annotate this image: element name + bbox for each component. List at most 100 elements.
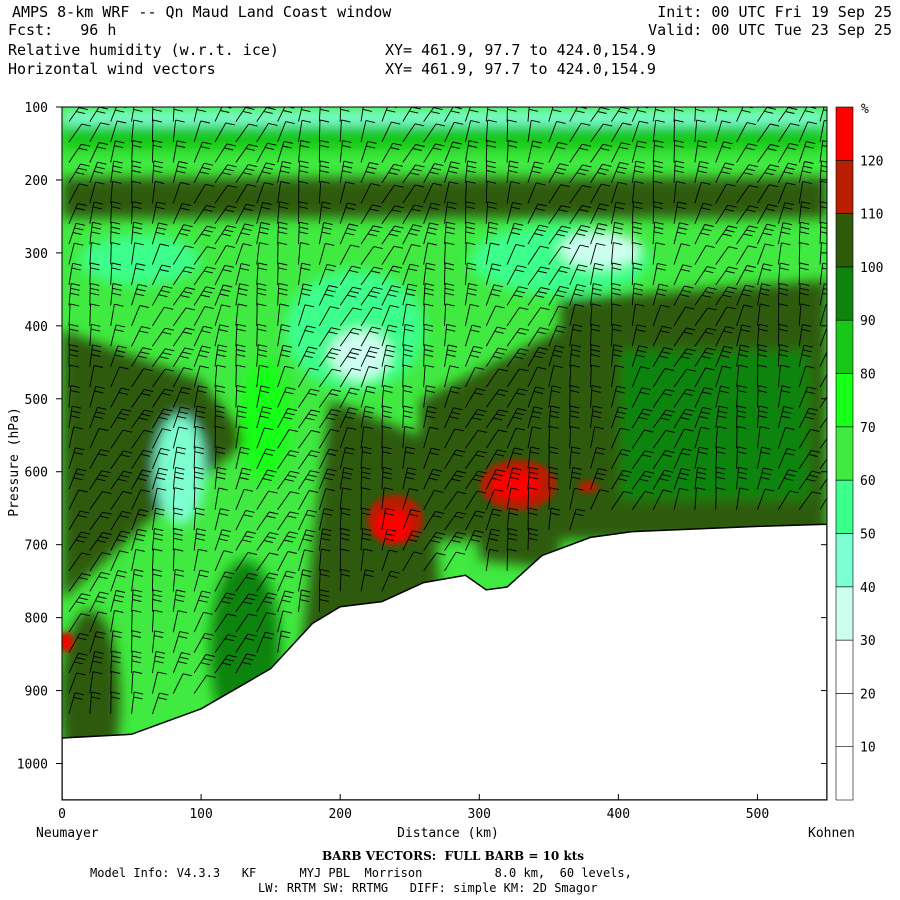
wind-barb — [89, 162, 98, 184]
wind-barb — [444, 242, 446, 265]
wind-barb — [777, 469, 789, 490]
wind-barb-flag — [157, 671, 167, 675]
wind-barb-flag — [326, 417, 336, 421]
wind-barb — [402, 184, 416, 204]
wind-barb — [214, 205, 228, 224]
wind-barb-flag — [686, 388, 696, 392]
wind-barb-flag — [769, 164, 779, 168]
wind-barb — [89, 344, 93, 367]
wind-barb-flag — [179, 232, 189, 236]
wind-barb-flag — [581, 205, 592, 208]
wind-barb-flag — [550, 405, 560, 409]
wind-barb — [131, 201, 133, 224]
wind-barb-flag — [767, 148, 777, 151]
wind-barb-flag — [457, 491, 467, 495]
wind-barb-flag — [79, 183, 89, 187]
wind-barb-flag — [674, 144, 684, 148]
wind-barb — [798, 450, 812, 470]
wind-barb-flag — [434, 489, 444, 493]
wind-barb-flag — [113, 160, 123, 164]
wind-barb-flag — [618, 146, 629, 150]
wind-barb — [527, 120, 532, 143]
wind-barb-flag — [498, 389, 509, 393]
wind-barb — [485, 120, 489, 143]
wind-barb — [256, 552, 270, 572]
wind-barb-flag — [278, 287, 288, 291]
wind-barb-flag — [183, 367, 193, 371]
wind-barb-flag — [661, 474, 671, 477]
colorbar-bin — [835, 266, 854, 321]
wind-barb-flag — [140, 489, 150, 493]
wind-barb-flag — [720, 354, 730, 358]
wind-barb-flag — [449, 365, 459, 369]
wind-barb — [277, 630, 282, 653]
wind-barb-flag — [308, 346, 318, 350]
wind-barb-flag — [570, 389, 580, 393]
wind-barb — [298, 549, 305, 572]
wind-barb — [89, 242, 92, 265]
wind-barb — [590, 324, 592, 347]
wind-barb — [715, 225, 729, 245]
wind-barb — [757, 303, 761, 326]
wind-barb-flag — [428, 227, 438, 231]
wind-barb-flag — [678, 227, 688, 230]
wind-barb-flag — [311, 430, 321, 433]
wind-barb-flag — [201, 590, 211, 594]
wind-barb-flag — [179, 656, 189, 660]
wind-barb-flag — [493, 417, 503, 421]
wind-barb — [277, 531, 290, 551]
wind-barb — [673, 264, 684, 286]
wind-barb — [798, 470, 813, 490]
wind-barb — [298, 107, 303, 122]
wind-barb — [381, 508, 386, 531]
wind-barb-flag — [660, 304, 670, 308]
wind-barb — [131, 409, 145, 429]
wind-barb — [256, 222, 262, 245]
wind-barb — [527, 266, 541, 286]
wind-barb-flag — [757, 364, 767, 368]
wind-barb-flag — [215, 410, 225, 414]
wind-barb-flag — [325, 488, 335, 492]
colorbar-label: 90 — [860, 314, 876, 329]
wind-barb — [256, 448, 267, 470]
wind-barb — [151, 671, 159, 694]
wind-barb — [527, 386, 537, 408]
wind-barb — [256, 344, 259, 367]
wind-barb-flag — [112, 635, 122, 639]
wind-barb-flag — [224, 658, 235, 662]
wind-barb-flag — [615, 415, 625, 419]
wind-barb — [298, 120, 303, 143]
wind-barb-flag — [302, 538, 312, 542]
wind-barb-flag — [301, 292, 311, 296]
wind-barb-flag — [762, 268, 772, 271]
wind-barb-flag — [174, 471, 185, 475]
wind-barb-flag — [536, 228, 546, 232]
wind-barb-flag — [185, 287, 196, 290]
wind-barb — [193, 446, 196, 469]
wind-barb — [214, 245, 227, 265]
wind-barb — [235, 107, 247, 122]
wind-barb-flag — [655, 119, 665, 123]
wind-barb-flag — [352, 286, 362, 290]
wind-barb-flag — [331, 348, 341, 352]
wind-barb — [89, 386, 97, 408]
wind-barb-flag — [215, 415, 225, 419]
wind-barb — [339, 487, 343, 510]
wind-barb — [110, 530, 122, 551]
wind-barb — [402, 405, 405, 428]
wind-barb-flag — [280, 635, 290, 639]
wind-barb — [193, 528, 198, 551]
wind-barb-flag — [580, 102, 589, 104]
wind-barb — [590, 203, 601, 224]
wind-barb — [381, 446, 383, 469]
wind-barb-flag — [78, 147, 88, 151]
wind-barb-flag — [599, 489, 609, 493]
wind-barb — [652, 107, 657, 122]
wind-barb-flag — [467, 262, 477, 266]
wind-barb — [318, 528, 323, 551]
wind-barb — [68, 653, 79, 674]
wind-barb-flag — [76, 672, 86, 676]
wind-barb — [548, 286, 561, 306]
wind-barb-flag — [466, 170, 476, 174]
wind-barb-flag — [299, 165, 309, 169]
